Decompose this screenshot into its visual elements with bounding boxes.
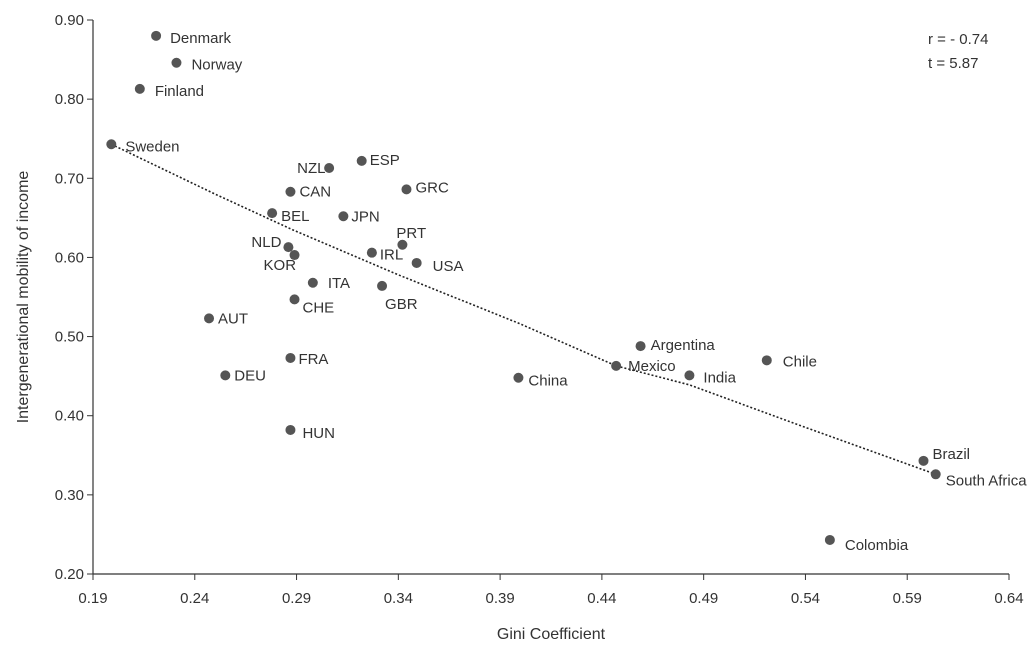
point-label: Argentina [651, 337, 716, 354]
data-point [411, 257, 422, 268]
axes: 0.19 0.24 0.29 0.34 0.39 0.44 0.49 0.54 0.59 0.64… [55, 12, 1024, 607]
data-point [338, 211, 349, 222]
x-axis-label: Gini Coefficient [497, 626, 606, 643]
point-label: Mexico [628, 358, 676, 375]
point-label: PRT [396, 225, 426, 242]
point-label: FRA [298, 351, 328, 368]
data-point [151, 30, 162, 41]
point-label: NZL [297, 160, 325, 177]
point-label: GBR [385, 296, 418, 313]
data-point [289, 250, 300, 261]
y-tick-label: 0.40 [55, 408, 84, 425]
point-label: Chile [783, 353, 817, 370]
data-point [307, 277, 318, 288]
point-label: GRC [415, 179, 449, 196]
point-label: South Africa [946, 472, 1028, 489]
point-label: Denmark [170, 30, 231, 47]
data-point [283, 242, 294, 253]
point-label: NLD [251, 234, 281, 251]
data-point [324, 162, 335, 173]
point-label: DEU [234, 367, 266, 384]
data-point [366, 247, 377, 258]
point-label: HUN [302, 425, 335, 442]
point-label: ITA [328, 275, 350, 292]
point-label: Sweden [125, 138, 179, 155]
data-point [289, 294, 300, 305]
data-point [267, 208, 278, 219]
x-tick-label: 0.19 [78, 590, 107, 607]
data-point [824, 534, 835, 545]
y-tick-label: 0.30 [55, 487, 84, 504]
x-tick-label: 0.24 [180, 590, 209, 607]
point-label: USA [433, 258, 464, 275]
x-tick-label: 0.34 [384, 590, 413, 607]
data-point [204, 313, 215, 324]
points: Denmark Norway Finland Sweden NZL ESP GRC CAN BE… [106, 30, 1027, 554]
data-point [285, 186, 296, 197]
y-axis-label: Intergenerational mobility of income [15, 171, 32, 424]
point-label: Norway [191, 57, 242, 74]
x-tick-label: 0.44 [587, 590, 616, 607]
point-label: CHE [303, 299, 335, 316]
point-label: CAN [299, 184, 331, 201]
data-point [684, 370, 695, 381]
data-point [356, 155, 367, 166]
data-point [761, 355, 772, 366]
x-tick-label: 0.39 [486, 590, 515, 607]
x-tick-label: 0.54 [791, 590, 820, 607]
data-point [220, 370, 231, 381]
point-label: China [528, 373, 568, 390]
point-label: Brazil [933, 446, 971, 463]
data-point [930, 469, 941, 480]
point-label: Colombia [845, 537, 909, 554]
y-tick-label: 0.80 [55, 91, 84, 108]
annotation-t: t = 5.87 [928, 55, 978, 72]
data-point [171, 57, 182, 68]
point-label: Finland [155, 83, 204, 100]
point-label: India [703, 369, 736, 386]
annotation-r: r = - 0.74 [928, 31, 988, 48]
data-point [106, 139, 117, 150]
data-point [401, 184, 412, 195]
point-label: AUT [218, 310, 248, 327]
data-point [918, 455, 929, 466]
trend-line [110, 143, 936, 476]
data-point [377, 280, 388, 291]
data-point [611, 360, 622, 371]
y-tick-label: 0.20 [55, 566, 84, 583]
y-tick-label: 0.50 [55, 329, 84, 346]
y-tick-label: 0.60 [55, 249, 84, 266]
data-point [285, 424, 296, 435]
point-label: ESP [370, 152, 400, 169]
x-tick-label: 0.49 [689, 590, 718, 607]
x-tick-label: 0.59 [893, 590, 922, 607]
data-point [397, 239, 408, 250]
data-point [134, 83, 145, 94]
point-label: KOR [264, 257, 297, 274]
point-label: JPN [351, 208, 379, 225]
data-point [285, 352, 296, 363]
x-tick-label: 0.29 [282, 590, 311, 607]
data-point [513, 372, 524, 383]
y-tick-label: 0.70 [55, 170, 84, 187]
data-point [635, 341, 646, 352]
x-tick-label: 0.64 [994, 590, 1023, 607]
y-tick-label: 0.90 [55, 12, 84, 29]
point-label: BEL [281, 208, 309, 225]
point-label: IRL [380, 247, 403, 264]
